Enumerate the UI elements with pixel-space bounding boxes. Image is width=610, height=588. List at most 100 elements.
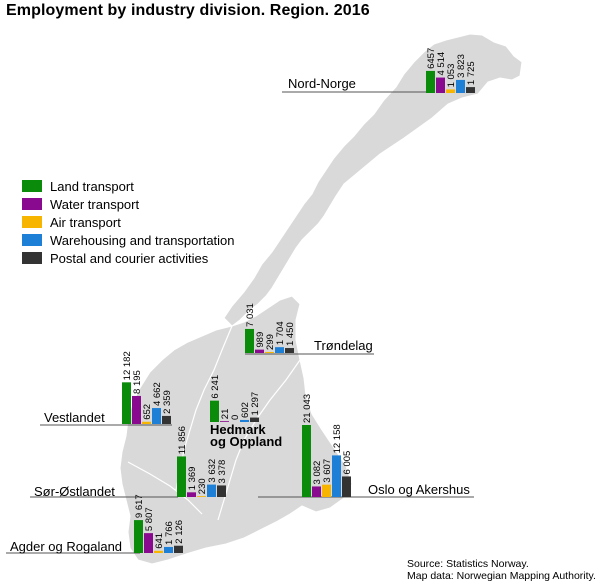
bar-tr-ndelag-0 bbox=[245, 328, 254, 353]
region-label-s-r-stlandet: Sør-Østlandet bbox=[34, 484, 115, 499]
bar-value-label: 6 005 bbox=[342, 451, 353, 475]
bar-tr-ndelag-1 bbox=[255, 349, 264, 353]
bar-s-r-stlandet-3 bbox=[207, 484, 216, 497]
bar-value-label: 0 bbox=[230, 415, 241, 420]
legend-item-air-transport: Air transport bbox=[22, 213, 235, 231]
region-border bbox=[127, 461, 203, 515]
bar-value-label: 1 766 bbox=[164, 521, 175, 545]
bar-oslo-og-akershus-1 bbox=[312, 486, 321, 497]
bar-value-label: 9 617 bbox=[134, 494, 145, 518]
region-label-hedmark-og-oppland-line2: og Oppland bbox=[210, 434, 282, 449]
bar-value-label: 11 856 bbox=[177, 426, 188, 454]
legend-item-warehousing: Warehousing and transportation bbox=[22, 231, 235, 249]
bar-value-label: 3 607 bbox=[322, 459, 333, 483]
bar-value-label: 12 182 bbox=[122, 351, 133, 380]
bar-agder-og-rogaland-1 bbox=[144, 533, 153, 553]
bar-nord-norge-3 bbox=[456, 79, 465, 93]
bar-value-label: 3 632 bbox=[207, 459, 218, 483]
bar-vestlandet-2 bbox=[142, 421, 151, 424]
bar-value-label: 3 082 bbox=[312, 461, 323, 485]
region-callout-lines bbox=[6, 91, 474, 554]
bar-value-label: 7 031 bbox=[245, 303, 256, 327]
region-label-agder-og-rogaland: Agder og Rogaland bbox=[10, 539, 122, 554]
legend-swatch bbox=[22, 198, 42, 210]
bar-value-label: 1 704 bbox=[275, 321, 286, 345]
region-label-hedmark-og-oppland: Hedmark bbox=[210, 422, 266, 437]
bar-value-label: 3 378 bbox=[217, 460, 228, 484]
bar-value-label: 5 807 bbox=[144, 507, 155, 531]
source-line: Map data: Norwegian Mapping Authority. bbox=[407, 570, 596, 582]
bar-agder-og-rogaland-3 bbox=[164, 546, 173, 553]
bar-oslo-og-akershus-4 bbox=[342, 476, 351, 497]
legend-swatch bbox=[22, 216, 42, 228]
norway-north-outline bbox=[223, 33, 523, 327]
bar-oslo-og-akershus-0 bbox=[302, 425, 311, 497]
region-label-vestlandet: Vestlandet bbox=[44, 410, 105, 425]
bar-hedmark-og-oppland-3 bbox=[240, 419, 249, 422]
source-note: Source: Statistics Norway. Map data: Nor… bbox=[407, 558, 596, 582]
bar-agder-og-rogaland-4 bbox=[174, 545, 183, 553]
legend-item-water-transport: Water transport bbox=[22, 195, 235, 213]
bar-value-label: 1 297 bbox=[250, 392, 261, 416]
bar-value-label: 1 369 bbox=[187, 467, 198, 491]
bar-hedmark-og-oppland-1 bbox=[220, 421, 229, 422]
bar-value-label: 6 241 bbox=[210, 375, 221, 399]
bar-s-r-stlandet-2 bbox=[197, 496, 206, 497]
region-label-oslo-og-akershus: Oslo og Akershus bbox=[368, 482, 470, 497]
region-label-tr-ndelag: Trøndelag bbox=[314, 338, 373, 353]
legend-label: Water transport bbox=[50, 196, 140, 212]
bar-nord-norge-4 bbox=[466, 87, 475, 93]
legend-swatch bbox=[22, 234, 42, 246]
source-line: Source: Statistics Norway. bbox=[407, 558, 529, 570]
bar-value-label: 641 bbox=[154, 533, 165, 549]
bar-nord-norge-0 bbox=[426, 70, 435, 93]
bar-tr-ndelag-3 bbox=[275, 347, 284, 353]
bar-group-nord-norge: 6457 4 514 1 053 3 823 1 725 bbox=[426, 48, 477, 93]
bar-value-label: 6457 bbox=[426, 48, 437, 69]
bar-value-label: 3 823 bbox=[456, 54, 467, 78]
bar-value-label: 2 359 bbox=[162, 390, 173, 414]
legend: Land transport Water transport Air trans… bbox=[22, 177, 235, 267]
bar-value-label: 1 053 bbox=[446, 64, 457, 88]
bar-agder-og-rogaland-0 bbox=[134, 520, 143, 553]
bar-value-label: 989 bbox=[255, 332, 266, 348]
legend-label: Warehousing and transportation bbox=[50, 232, 235, 248]
bar-value-label: 2 126 bbox=[174, 520, 185, 544]
bar-value-label: 8 195 bbox=[132, 370, 143, 394]
bar-s-r-stlandet-4 bbox=[217, 485, 226, 497]
bar-vestlandet-1 bbox=[132, 395, 141, 424]
bar-value-label: 652 bbox=[142, 404, 153, 420]
bar-oslo-og-akershus-3 bbox=[332, 455, 341, 497]
bar-hedmark-og-oppland-0 bbox=[210, 400, 219, 422]
legend-swatch bbox=[22, 180, 42, 192]
region-label-nord-norge: Nord-Norge bbox=[288, 76, 356, 91]
bar-group-tr-ndelag: 7 031 989 299 1 704 1 450 bbox=[245, 303, 296, 353]
bar-tr-ndelag-2 bbox=[265, 351, 274, 353]
legend-swatch bbox=[22, 252, 42, 264]
bar-value-label: 12 158 bbox=[332, 424, 343, 453]
page-title: Employment by industry division. Region.… bbox=[6, 2, 370, 19]
bar-vestlandet-3 bbox=[152, 408, 161, 424]
bar-vestlandet-0 bbox=[122, 382, 131, 424]
bar-oslo-og-akershus-2 bbox=[322, 484, 331, 497]
bar-value-label: 230 bbox=[197, 478, 208, 494]
bar-value-label: 1 450 bbox=[285, 322, 296, 346]
bar-tr-ndelag-4 bbox=[285, 348, 294, 353]
legend-item-land-transport: Land transport bbox=[22, 177, 235, 195]
bar-value-label: 602 bbox=[240, 402, 251, 418]
legend-label: Land transport bbox=[50, 178, 134, 194]
bar-nord-norge-1 bbox=[436, 77, 445, 93]
legend-label: Postal and courier activities bbox=[50, 250, 209, 266]
bar-s-r-stlandet-0 bbox=[177, 456, 186, 497]
bar-nord-norge-2 bbox=[446, 89, 455, 93]
bar-value-label: 21 bbox=[220, 409, 231, 420]
bar-group-hedmark-og-oppland: 6 241 21 0 602 1 297 bbox=[210, 375, 261, 422]
bar-value-label: 21 043 bbox=[302, 394, 313, 423]
bar-s-r-stlandet-1 bbox=[187, 492, 196, 497]
